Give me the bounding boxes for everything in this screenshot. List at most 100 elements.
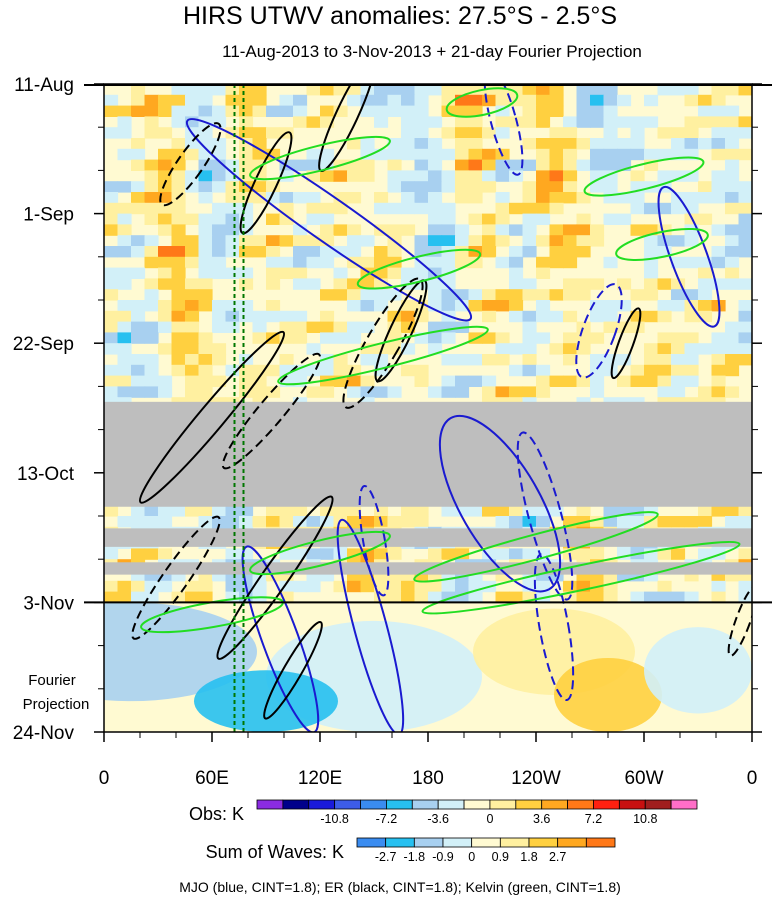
obs-cell (657, 84, 672, 96)
obs-cell (239, 181, 254, 193)
obs-cell (239, 278, 254, 290)
y-tick-label: 22-Sep (13, 334, 74, 355)
obs-cell (441, 213, 456, 225)
obs-cell (684, 591, 699, 603)
obs-cell (657, 148, 672, 161)
obs-cell (441, 505, 456, 517)
obs-cell (509, 256, 524, 269)
obs-cell (171, 181, 186, 193)
obs-cell (306, 235, 321, 247)
obs-cell (158, 310, 173, 323)
obs-cell (698, 213, 713, 225)
waves-colorbar-swatch (499, 837, 530, 848)
obs-cell (536, 386, 551, 398)
obs-cell (144, 94, 159, 107)
waves-colorbar-swatch (413, 837, 444, 848)
obs-cell (374, 246, 389, 258)
obs-cell (171, 246, 186, 258)
obs-cell (387, 591, 402, 603)
obs-cell (725, 202, 740, 215)
obs-cell (698, 278, 713, 290)
obs-cell (576, 343, 591, 355)
obs-cell (293, 192, 308, 204)
obs-cell (630, 148, 645, 161)
obs-cell (266, 267, 281, 279)
obs-cell (644, 246, 659, 258)
obs-cell (657, 332, 672, 344)
obs-cell (495, 202, 510, 215)
obs-colorbar-tick-label: -10.8 (320, 812, 349, 826)
obs-cell (563, 310, 578, 323)
obs-cell (711, 278, 726, 290)
obs-cell (320, 224, 335, 236)
obs-cell (536, 235, 551, 247)
obs-cell (630, 116, 645, 128)
obs-cell (158, 321, 173, 333)
obs-cell (144, 289, 159, 301)
obs-cell (333, 246, 348, 258)
obs-cell (347, 386, 362, 398)
obs-cell (671, 84, 686, 96)
obs-cell (347, 321, 362, 333)
fourier-label-line2: Projection (23, 696, 90, 713)
obs-cell (347, 159, 362, 171)
obs-cell (117, 213, 132, 225)
obs-cell (495, 159, 510, 171)
obs-cell (252, 375, 267, 387)
obs-cell (347, 289, 362, 301)
obs-cell (441, 375, 456, 387)
obs-cell (563, 181, 578, 193)
obs-cell (522, 181, 537, 193)
obs-cell (603, 256, 618, 269)
obs-cell (171, 256, 186, 269)
obs-cell (509, 310, 524, 323)
obs-cell (414, 148, 429, 161)
obs-cell (239, 235, 254, 247)
obs-cell (158, 570, 173, 582)
x-tick-label: 120E (298, 768, 342, 789)
obs-cell (468, 181, 483, 193)
obs-cell (725, 192, 740, 204)
obs-cell (428, 235, 443, 247)
obs-cell (401, 310, 416, 323)
obs-cell (374, 148, 389, 161)
er-contour (138, 330, 286, 504)
obs-cell (536, 148, 551, 161)
obs-cell (198, 170, 213, 182)
obs-cell (563, 332, 578, 344)
obs-cell (225, 181, 240, 193)
obs-cell (104, 343, 119, 355)
obs-cell (117, 235, 132, 247)
obs-cell (684, 235, 699, 247)
obs-cell (441, 94, 456, 107)
mjo-contour (483, 84, 524, 176)
projection-blob (554, 657, 662, 732)
obs-cell (347, 192, 362, 204)
obs-cell (509, 159, 524, 171)
obs-cell (374, 591, 389, 603)
obs-cell (495, 94, 510, 107)
obs-cell (414, 591, 429, 603)
obs-cell (441, 289, 456, 301)
obs-cell (441, 386, 456, 398)
obs-cell (279, 332, 294, 344)
obs-cell (590, 310, 605, 323)
obs-cell (279, 192, 294, 204)
obs-cell (266, 181, 281, 193)
obs-cell (266, 148, 281, 161)
obs-cell (684, 192, 699, 204)
obs-cell (239, 84, 254, 96)
obs-cell (576, 570, 591, 582)
obs-cell (711, 375, 726, 387)
obs-cell (441, 127, 456, 139)
obs-cell (549, 505, 564, 517)
waves-colorbar-swatch (356, 837, 387, 848)
obs-cell (117, 321, 132, 333)
obs-cell (536, 505, 551, 517)
obs-cell (212, 256, 227, 269)
obs-cell (266, 246, 281, 258)
obs-cell (698, 300, 713, 312)
obs-cell (401, 224, 416, 236)
obs-cell (131, 192, 146, 204)
obs-cell (212, 300, 227, 312)
